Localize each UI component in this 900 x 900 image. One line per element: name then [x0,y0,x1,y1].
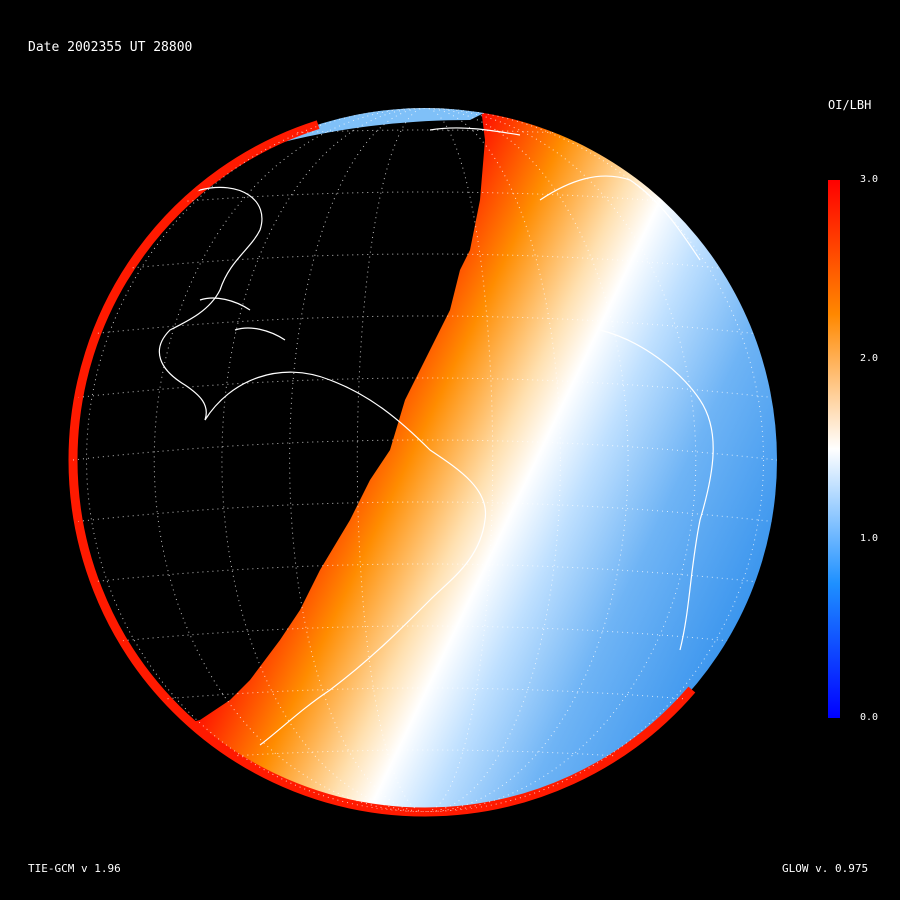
date-label: Date 2002355 UT 28800 [28,40,193,55]
graticule-meridian [86,108,764,812]
model-left-label: TIE-GCM v 1.96 [28,862,121,875]
graticule-parallel [73,377,777,399]
colorbar-tick: 1.0 [860,533,879,544]
graticule-meridian [221,108,629,812]
graticule-parallel [73,501,777,523]
graticule-parallel [73,563,777,585]
model-right-label: GLOW v. 0.975 [782,862,869,875]
graticule-parallel [73,439,777,461]
graticule-meridian [289,108,561,812]
colorbar [828,180,840,718]
graticule-meridian [356,108,494,812]
graticule-parallel [73,315,777,337]
graticule-parallel [73,625,777,647]
dayside-emission [150,108,777,812]
colorbar-tick: 0.0 [860,712,879,723]
colorbar-tick: 3.0 [860,174,879,185]
graticule-parallel [73,687,777,709]
graticule-meridian [153,108,697,812]
colorbar-tick: 2.0 [860,353,879,364]
graticule-parallel [73,253,777,275]
colorbar-title: OI/LBH [828,98,872,112]
